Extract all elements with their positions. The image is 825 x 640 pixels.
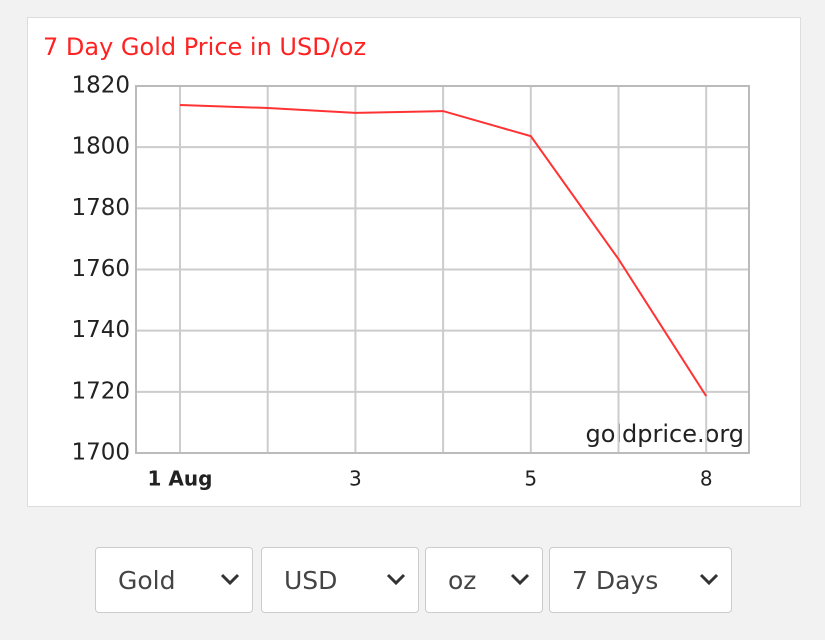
chevron [220, 573, 240, 586]
y-tick-label: 1780 [71, 195, 130, 221]
dropdown[interactable]: Gold [95, 547, 253, 613]
y-tick-label: 1720 [71, 378, 130, 404]
dropdown[interactable]: oz [425, 547, 543, 613]
x-tick-label: 8 [700, 467, 713, 491]
x-tick-label: 3 [349, 467, 362, 491]
x-tick-label: 5 [524, 467, 537, 491]
dropdown[interactable]: 7 Days [549, 547, 732, 613]
dropdown-label: Gold [118, 565, 176, 595]
price-line [179, 103, 708, 397]
plot-frame [135, 85, 750, 454]
chart-title: 7 Day Gold Price in USD/oz [43, 33, 366, 61]
watermark: goldprice.org [585, 420, 744, 448]
chevron [386, 573, 406, 586]
y-tick-label: 1800 [71, 134, 130, 160]
chart: 7 Day Gold Price in USD/oz goldprice.org… [43, 33, 750, 491]
dropdown-label: USD [284, 565, 338, 595]
chevron [699, 573, 719, 586]
dropdown[interactable]: USD [261, 547, 419, 613]
y-tick-label: 1740 [71, 317, 130, 343]
chart-card: 7 Day Gold Price in USD/oz goldprice.org… [27, 17, 801, 507]
dropdown-label: oz [448, 565, 477, 595]
y-tick-label: 1700 [71, 440, 130, 466]
y-tick-label: 1820 [71, 73, 130, 99]
chevron [510, 573, 530, 586]
x-tick-label: 1 Aug [148, 467, 213, 491]
dropdown-label: 7 Days [572, 565, 659, 595]
y-tick-label: 1760 [71, 256, 130, 282]
